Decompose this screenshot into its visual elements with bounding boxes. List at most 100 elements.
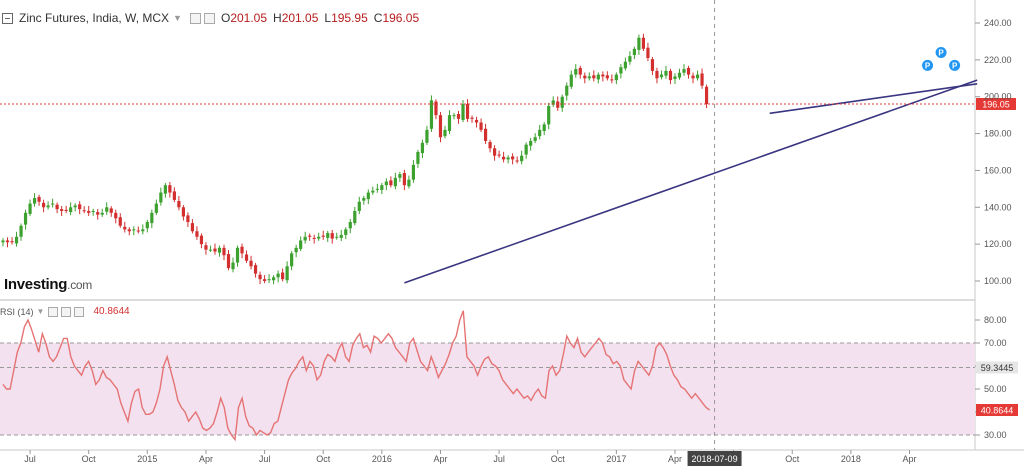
candle-body [389, 180, 393, 186]
candle-body [41, 202, 46, 208]
trendline-1 [404, 79, 978, 284]
candle-body [425, 129, 429, 143]
pivot-marker [935, 46, 947, 58]
candle-body [547, 105, 551, 125]
candle-body [574, 69, 578, 75]
candle-body [520, 155, 524, 162]
time-tick-label: Oct [316, 454, 331, 464]
candle-body [474, 119, 479, 123]
candle-body [123, 226, 127, 230]
time-tick-label: Apr [433, 454, 447, 464]
candle-body [82, 210, 86, 212]
ohlc-low: L195.95 [324, 11, 368, 25]
candle-body [267, 279, 271, 281]
candle-body [105, 207, 109, 212]
rsi-line [2, 310, 711, 442]
candle-body [641, 37, 646, 49]
time-tick-label: Oct [785, 454, 800, 464]
candle-body [434, 101, 438, 116]
price-tick-label: 180.00 [984, 129, 1012, 139]
candle-body [420, 142, 425, 154]
candle-body [272, 277, 276, 281]
candle-body [145, 222, 149, 229]
chevron-down-icon[interactable]: ▼ [173, 13, 182, 23]
candle-body [366, 192, 370, 200]
rsi-label: RSI (14) [0, 306, 34, 317]
candle-body [506, 157, 510, 160]
rsi-close-icon[interactable] [74, 306, 85, 317]
candle-body [416, 152, 420, 164]
candle-body [632, 48, 636, 56]
candle-body [452, 115, 456, 117]
rsi-mid-label: 59.3445 [981, 363, 1014, 373]
eye-icon[interactable] [189, 12, 201, 24]
price-tick-label: 240.00 [984, 18, 1012, 28]
candle-body [281, 272, 285, 280]
price-tick-label: 200.00 [984, 92, 1012, 102]
rsi-eye-icon[interactable] [48, 306, 59, 317]
candle-body [344, 229, 348, 235]
candle-body [411, 164, 416, 180]
candle-body [141, 229, 145, 232]
price-tick-label: 220.00 [984, 55, 1012, 65]
ohlc-close: C196.05 [373, 11, 420, 25]
rsi-last-label: 40.8644 [981, 406, 1014, 416]
candle-body [5, 240, 10, 243]
candle-body [163, 185, 167, 194]
candle-body [60, 209, 64, 211]
time-tick-label: Jul [493, 454, 505, 464]
candle-body [114, 212, 118, 219]
chart-title: Zinc Futures, India, W, MCX [19, 11, 170, 25]
candle-body [538, 129, 542, 137]
ohlc-high: H201.05 [273, 11, 319, 25]
candle-body [673, 76, 677, 80]
candle-body [258, 274, 262, 280]
candle-body [190, 223, 195, 232]
candle-body [533, 137, 537, 141]
candle-body [628, 56, 632, 62]
candle-body [614, 74, 618, 81]
candle-body [551, 100, 555, 105]
candle-body [686, 67, 691, 75]
candle-body [407, 179, 411, 187]
candle-body [371, 190, 375, 193]
candle-body [64, 209, 68, 211]
candle-body [524, 144, 528, 155]
candle-body [601, 74, 605, 77]
rsi-settings-icon[interactable] [61, 306, 72, 317]
candle-body [217, 247, 222, 253]
candle-body [335, 236, 339, 238]
candle-body [37, 196, 41, 202]
chart-header: Zinc Futures, India, W, MCX ▼ O201.05 H2… [0, 11, 419, 25]
candle-body [556, 101, 560, 108]
candle-body [447, 115, 452, 131]
candle-body [362, 198, 366, 201]
candle-body [637, 37, 641, 50]
collapse-toggle-icon[interactable] [2, 12, 13, 24]
candle-body [596, 74, 600, 80]
candle-body [303, 236, 307, 241]
time-tick-label: 2016 [372, 454, 392, 464]
candle-body [610, 79, 614, 81]
time-tick-label: 2015 [137, 454, 157, 464]
candle-body [132, 229, 136, 231]
candle-body [127, 229, 131, 232]
candle-body [443, 129, 447, 137]
candle-body [456, 114, 461, 119]
rsi-tick-label: 70.00 [984, 338, 1007, 348]
trendline-2 [769, 83, 978, 115]
price-tick-label: 160.00 [984, 165, 1012, 175]
candle-body [276, 273, 280, 278]
candle-body [438, 115, 443, 138]
candle-body [19, 225, 23, 237]
candle-body [253, 265, 258, 274]
rsi-chevron-down-icon[interactable]: ▼ [36, 307, 45, 316]
candle-body [78, 204, 82, 210]
candle-body [1, 240, 5, 243]
settings-icon[interactable] [203, 12, 215, 24]
candle-body [578, 67, 582, 75]
candle-body [380, 185, 384, 190]
candle-body [28, 203, 32, 214]
candle-body [317, 236, 321, 239]
time-tick-label: Oct [82, 454, 97, 464]
